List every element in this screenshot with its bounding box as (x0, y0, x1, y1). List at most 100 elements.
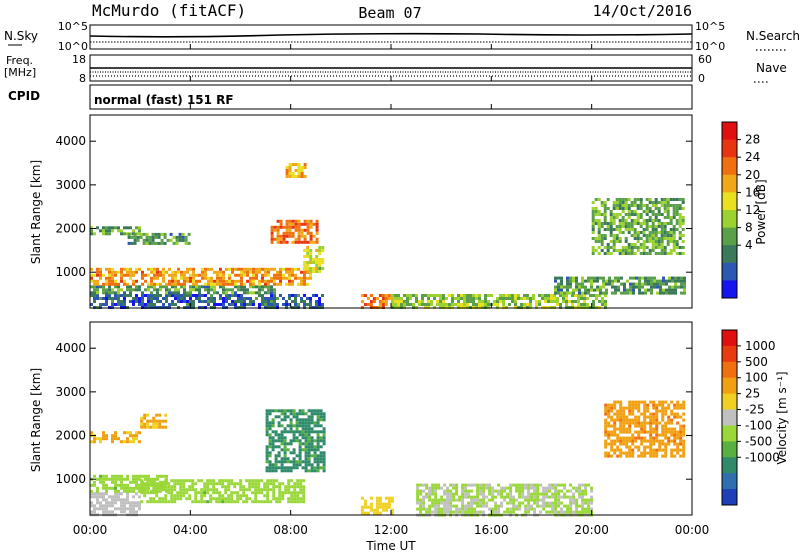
data-cell (619, 439, 623, 443)
data-cell (607, 406, 611, 410)
data-cell (590, 276, 593, 280)
data-cell (586, 303, 589, 306)
data-cell (155, 491, 159, 495)
data-cell (288, 231, 292, 235)
data-cell (143, 422, 147, 426)
data-cell (679, 424, 683, 428)
data-cell (249, 282, 252, 286)
data-cell (312, 222, 316, 226)
data-cell (135, 270, 138, 274)
data-cell (648, 207, 652, 210)
data-cell (194, 491, 198, 495)
data-cell (613, 442, 617, 446)
data-cell (288, 303, 291, 306)
data-cell (182, 485, 186, 489)
data-cell (451, 294, 454, 297)
data-cell (378, 496, 382, 500)
data-cell (188, 488, 192, 492)
data-cell (572, 276, 575, 280)
data-cell (136, 238, 140, 242)
data-cell (159, 294, 162, 297)
data-cell (491, 510, 495, 514)
data-cell (99, 270, 102, 274)
data-cell (156, 288, 159, 292)
data-cell (618, 225, 622, 228)
data-cell (478, 294, 481, 297)
data-cell (298, 460, 302, 464)
data-cell (158, 500, 162, 504)
data-cell (613, 421, 617, 425)
data-cell (120, 276, 123, 280)
data-cell (213, 279, 216, 283)
data-cell (521, 483, 525, 487)
data-cell (138, 483, 141, 487)
data-cell (560, 501, 564, 505)
data-cell (152, 482, 156, 486)
data-cell (661, 418, 665, 422)
data-cell (678, 231, 682, 234)
data-cell (313, 466, 317, 470)
data-cell (679, 436, 683, 440)
data-cell (375, 297, 379, 300)
colorbar-tick-label: 24 (745, 150, 760, 164)
data-cell (651, 228, 655, 231)
data-cell (206, 500, 210, 504)
data-cell (654, 243, 658, 246)
data-cell (280, 469, 284, 473)
data-cell (270, 276, 273, 280)
data-cell (201, 276, 204, 280)
data-cell (524, 504, 528, 508)
data-cell (577, 297, 580, 300)
data-cell (569, 282, 572, 286)
data-cell (482, 489, 486, 493)
data-cell (179, 482, 183, 486)
data-cell (658, 442, 662, 446)
data-cell (506, 510, 510, 514)
data-cell (234, 300, 237, 303)
data-cell (670, 421, 674, 425)
data-cell (129, 273, 132, 277)
velocity-ylabel: Slant Range [km] (29, 368, 43, 472)
data-cell (156, 267, 159, 271)
data-cell (446, 504, 450, 508)
data-cell (316, 433, 320, 437)
data-cell (198, 297, 201, 300)
data-cell (283, 439, 287, 443)
data-cell (316, 454, 320, 458)
data-cell (162, 276, 165, 280)
data-cell (236, 497, 240, 501)
data-cell (630, 210, 634, 213)
data-cell (397, 297, 400, 300)
data-cell (123, 477, 126, 481)
data-cell (419, 504, 423, 508)
data-cell (179, 488, 183, 492)
data-cell (304, 436, 308, 440)
data-cell (271, 424, 275, 428)
data-cell (135, 492, 138, 496)
data-cell (132, 288, 135, 292)
data-cell (132, 507, 135, 511)
data-cell (639, 222, 643, 225)
data-cell (654, 204, 658, 207)
data-cell (563, 495, 567, 499)
data-cell (479, 501, 483, 505)
data-cell (569, 510, 573, 514)
data-cell (643, 409, 647, 413)
data-cell (194, 482, 198, 486)
data-cell (676, 403, 680, 407)
data-cell (273, 225, 277, 229)
data-cell (240, 279, 243, 283)
data-cell (390, 499, 394, 503)
data-cell (171, 279, 174, 283)
data-cell (554, 285, 557, 289)
data-cell (454, 303, 457, 306)
data-cell (90, 440, 93, 444)
data-cell (260, 488, 264, 492)
data-cell (663, 201, 667, 204)
data-cell (482, 495, 486, 499)
data-cell (123, 486, 126, 490)
data-cell (206, 491, 210, 495)
data-cell (90, 510, 93, 514)
data-cell (189, 279, 192, 283)
data-cell (160, 238, 164, 242)
